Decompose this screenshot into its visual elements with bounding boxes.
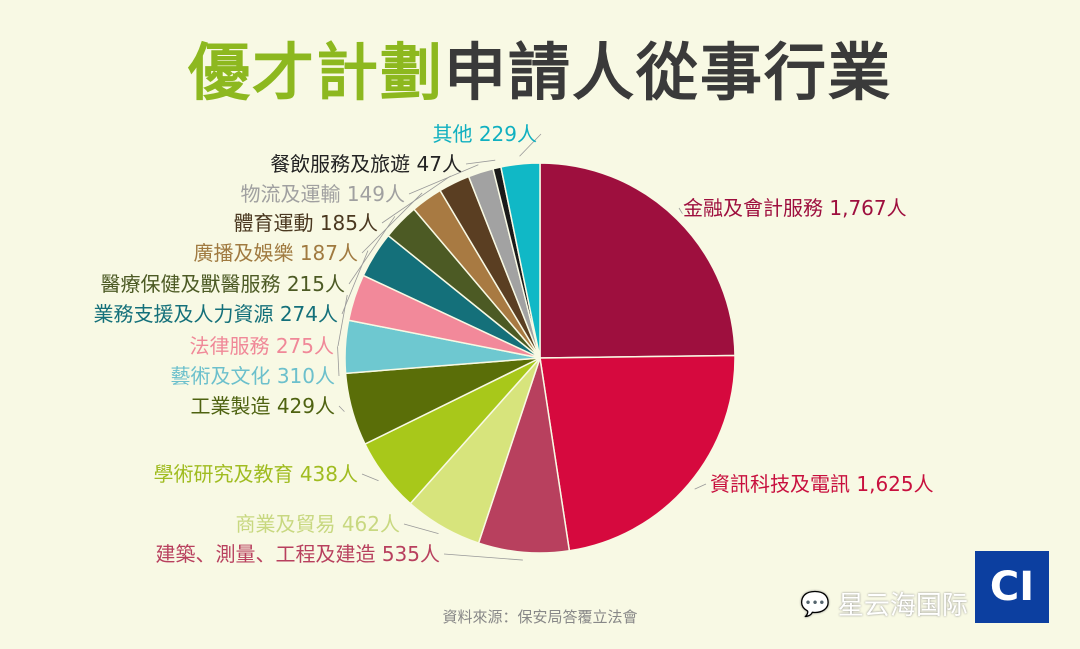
slice-label: 商業及貿易 462人 bbox=[235, 512, 400, 536]
source-note: 資料來源：保安局答覆立法會 bbox=[442, 608, 638, 626]
leader-line bbox=[403, 523, 439, 534]
leader-line bbox=[381, 175, 451, 224]
pie-slice bbox=[539, 354, 736, 552]
slice-label: 法律服務 275人 bbox=[189, 334, 334, 358]
leader-line bbox=[337, 294, 348, 347]
leader-line bbox=[337, 346, 340, 377]
logo: CI bbox=[975, 551, 1049, 623]
slice-label: 物流及運輸 149人 bbox=[240, 182, 405, 206]
pie-slice bbox=[500, 162, 541, 359]
slice-label: 其他 229人 bbox=[432, 122, 537, 146]
leader-line bbox=[694, 483, 707, 490]
chart-title: 優才計劃申請人從事行業 bbox=[0, 22, 1080, 112]
slice-label: 餐飲服務及旅遊 47人 bbox=[270, 152, 462, 176]
watermark-text: 星云海国际 bbox=[837, 591, 968, 621]
slice-label: 工業製造 429人 bbox=[190, 394, 335, 418]
slice-label: 業務支援及人力資源 274人 bbox=[93, 302, 338, 326]
leader-line bbox=[465, 159, 496, 165]
pie-slice bbox=[539, 162, 736, 359]
slice-label: 藝術及文化 310人 bbox=[170, 364, 335, 388]
slice-label: 建築、測量、工程及建造 535人 bbox=[155, 542, 440, 566]
leader-line bbox=[678, 207, 683, 214]
leader-line bbox=[443, 553, 523, 561]
slice-label: 體育運動 185人 bbox=[233, 211, 378, 235]
slice-label: 廣播及娛樂 187人 bbox=[193, 241, 358, 265]
watermark: 💬 星云海国际 bbox=[800, 585, 968, 622]
leader-line bbox=[519, 133, 542, 157]
title-highlight: 優才計劃 bbox=[187, 36, 444, 109]
slice-label: 金融及會計服務 1,767人 bbox=[683, 196, 907, 220]
slice-label: 學術研究及教育 438人 bbox=[153, 462, 358, 486]
slice-label: 醫療保健及獸醫服務 215人 bbox=[100, 272, 345, 296]
leader-line bbox=[408, 164, 479, 195]
slice-label: 資訊科技及電訊 1,625人 bbox=[710, 472, 934, 496]
leader-line bbox=[341, 250, 369, 315]
leader-line bbox=[338, 405, 345, 412]
leader-line bbox=[361, 473, 379, 482]
leader-line bbox=[361, 192, 423, 254]
title-rest: 申請人從事行業 bbox=[444, 36, 893, 109]
wechat-icon: 💬 bbox=[800, 589, 830, 618]
